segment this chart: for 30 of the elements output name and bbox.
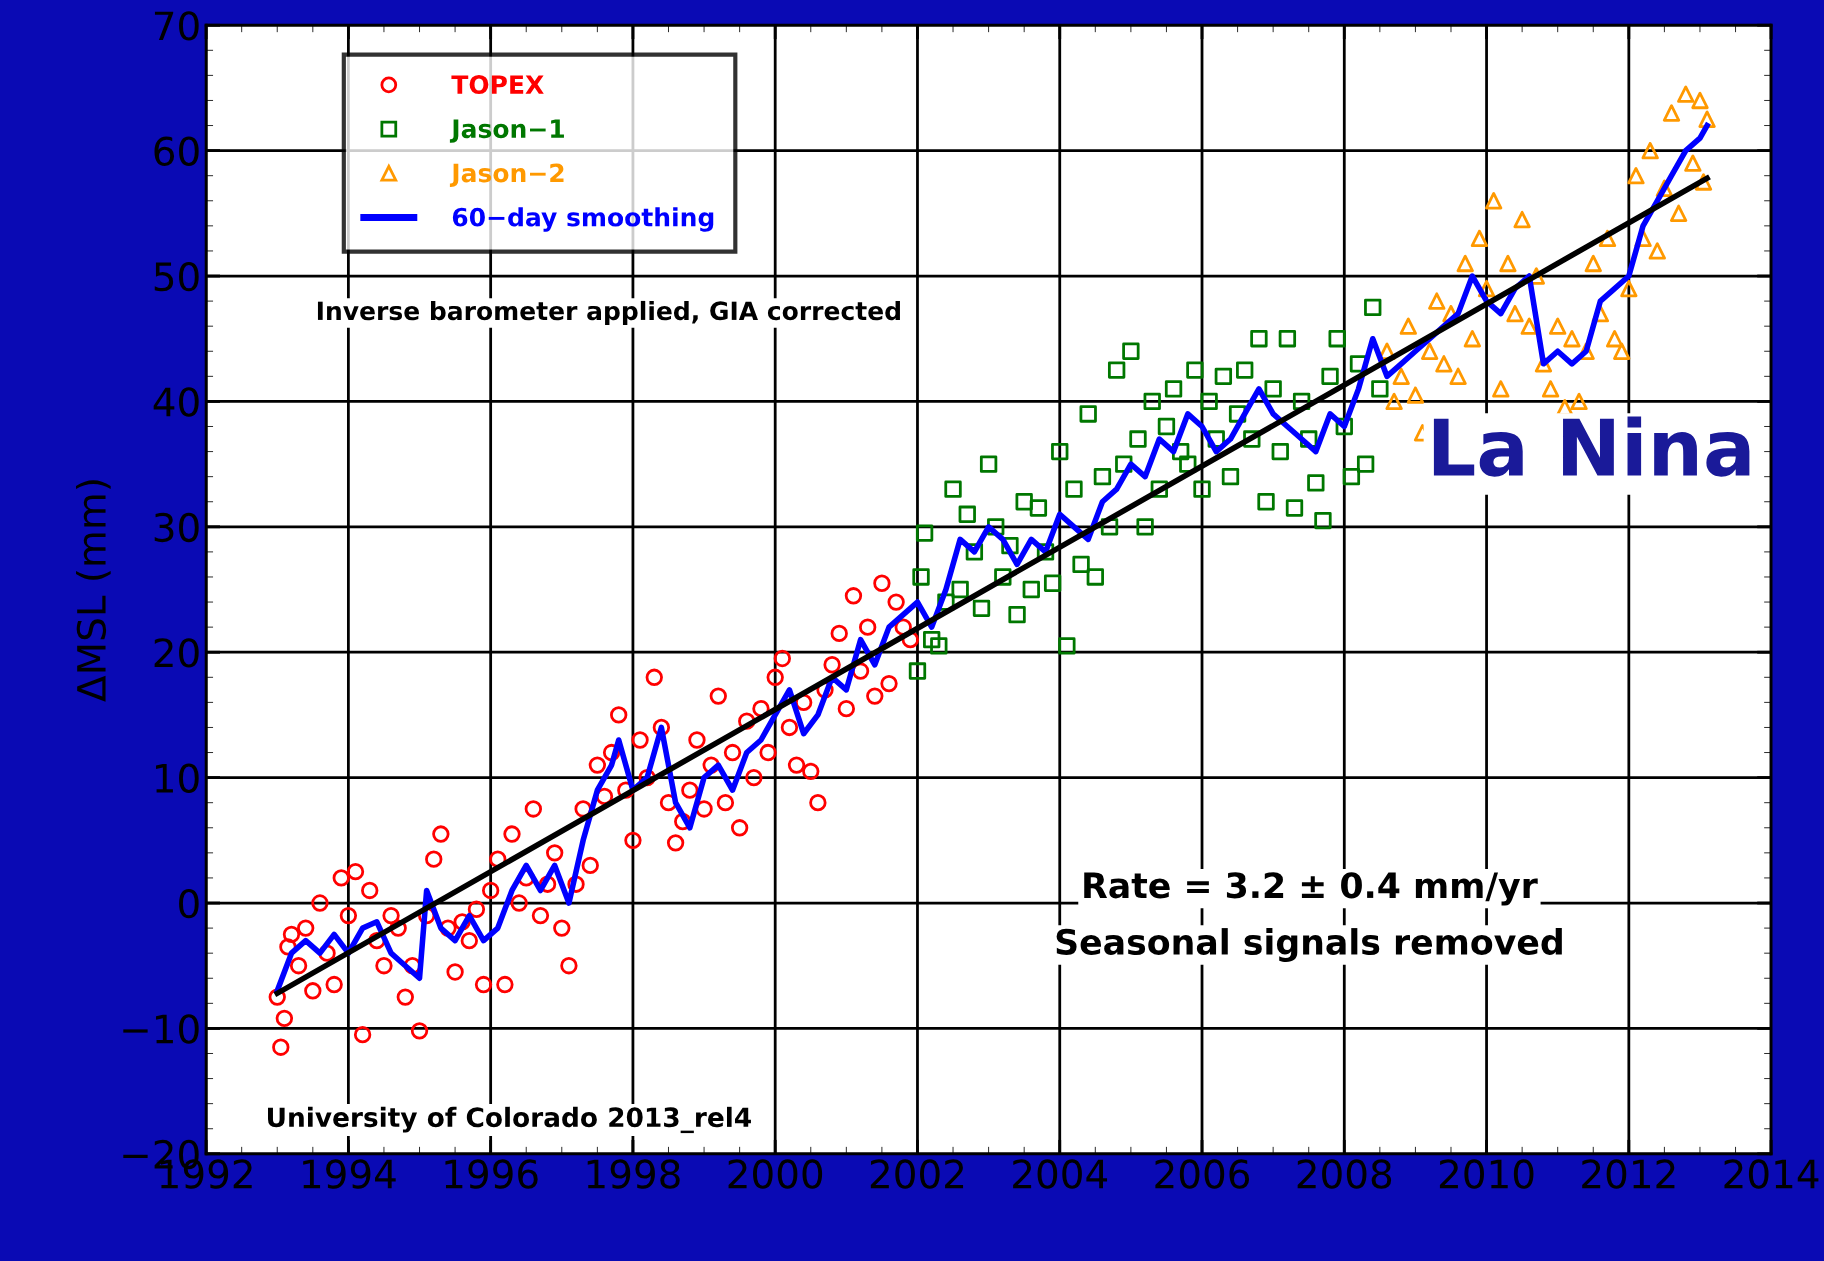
x-tick-label: 2008	[1297, 1159, 1392, 1189]
x-tick-label: 2012	[1582, 1159, 1675, 1189]
y-tick-label: 70	[154, 11, 199, 41]
y-tick-label: 0	[179, 888, 199, 919]
y-tick-label: 50	[154, 261, 199, 292]
x-tick-label: 2004	[1013, 1159, 1108, 1189]
y-tick-label: 40	[153, 387, 199, 417]
y-axis-title: ΔMSL (mm)	[76, 480, 111, 702]
y-tick-label: 20	[154, 638, 199, 668]
annotation: Rate = 3.2 ± 0.4 mm/yr	[1084, 872, 1538, 906]
x-tick-label: 1994	[303, 1159, 396, 1189]
annotation: Seasonal signals removed	[1056, 928, 1562, 962]
x-tick-label: 2006	[1155, 1159, 1250, 1189]
x-tick-label: 1996	[445, 1159, 538, 1189]
annotation: Inverse barometer applied, GIA corrected	[317, 300, 900, 326]
legend-label: Jason−1	[449, 119, 564, 143]
annotation: La Nina	[1433, 416, 1750, 477]
x-tick-label: 2002	[870, 1159, 964, 1189]
legend-label: Jason−2	[449, 163, 564, 188]
y-tick-label: 30	[154, 512, 199, 543]
legend-label: TOPEX	[451, 75, 544, 94]
x-tick-label: 2014	[1724, 1159, 1819, 1189]
annotation: University of Colorado 2013_rel4	[268, 1106, 751, 1134]
x-tick-label: 2000	[728, 1159, 823, 1189]
x-tick-label: 1998	[587, 1159, 680, 1189]
x-tick-label: 2010	[1439, 1159, 1534, 1189]
legend-label: 60−day smoothing	[452, 207, 714, 232]
y-tick-label: 10	[156, 763, 199, 793]
y-tick-label: −10	[123, 1014, 199, 1044]
y-tick-label: 60	[154, 136, 199, 166]
